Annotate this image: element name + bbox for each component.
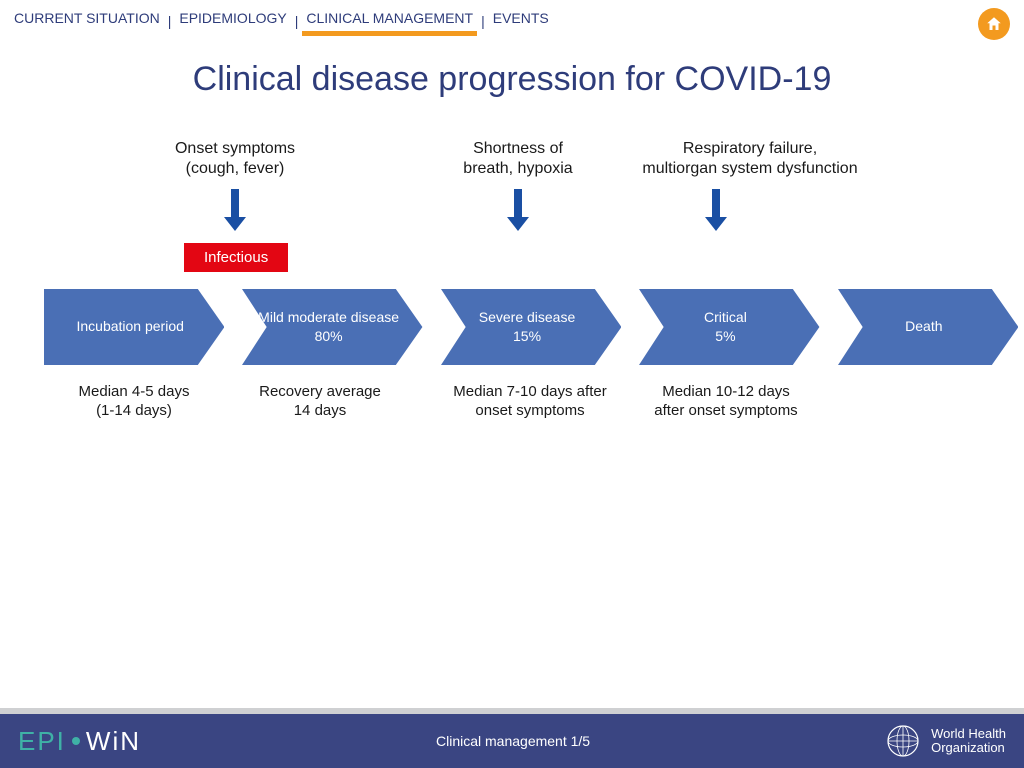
tab-clinical-management[interactable]: CLINICAL MANAGEMENT — [304, 10, 475, 32]
who-logo-icon — [885, 723, 921, 759]
footer-page-indicator: Clinical management 1/5 — [436, 733, 590, 749]
tab-epidemiology[interactable]: EPIDEMIOLOGY — [177, 10, 288, 32]
who-text: World Health Organization — [931, 727, 1006, 756]
nav-separator: | — [295, 13, 299, 29]
top-label-onset: Onset symptoms (cough, fever) — [135, 139, 335, 179]
below-critical: Median 10-12 daysafter onset symptoms — [636, 383, 816, 421]
footer-bar: EPI WiN Clinical management 1/5 World He… — [0, 714, 1024, 768]
progression-diagram: Onset symptoms (cough, fever) Shortness … — [0, 139, 1024, 459]
below-incubation: Median 4-5 days(1-14 days) — [44, 383, 224, 421]
who-logo-block: World Health Organization — [885, 723, 1006, 759]
epi-win-logo: EPI WiN — [18, 726, 141, 757]
below-mild: Recovery average14 days — [230, 383, 410, 421]
stage-critical: Critical5% — [639, 289, 819, 365]
stage-mild: Mild moderate disease80% — [242, 289, 422, 365]
stage-severe: Severe disease15% — [441, 289, 621, 365]
tab-events[interactable]: EVENTS — [491, 10, 551, 32]
home-icon — [985, 15, 1003, 33]
stage-death: Death — [838, 289, 1018, 365]
nav-separator: | — [168, 13, 172, 29]
top-nav: CURRENT SITUATION | EPIDEMIOLOGY | CLINI… — [0, 0, 1024, 38]
tab-current-situation[interactable]: CURRENT SITUATION — [12, 10, 162, 32]
below-severe: Median 7-10 days afteronset symptoms — [440, 383, 620, 421]
nav-separator: | — [481, 13, 485, 29]
top-label-breath: Shortness of breath, hypoxia — [418, 139, 618, 179]
dot-icon — [72, 737, 80, 745]
top-label-respiratory: Respiratory failure, multiorgan system d… — [620, 139, 880, 179]
home-button[interactable] — [978, 8, 1010, 40]
infectious-badge: Infectious — [184, 243, 288, 272]
stage-incubation: Incubation period — [44, 289, 224, 365]
chevron-row: Incubation period Mild moderate disease8… — [44, 289, 1018, 365]
page-title: Clinical disease progression for COVID-1… — [0, 60, 1024, 99]
